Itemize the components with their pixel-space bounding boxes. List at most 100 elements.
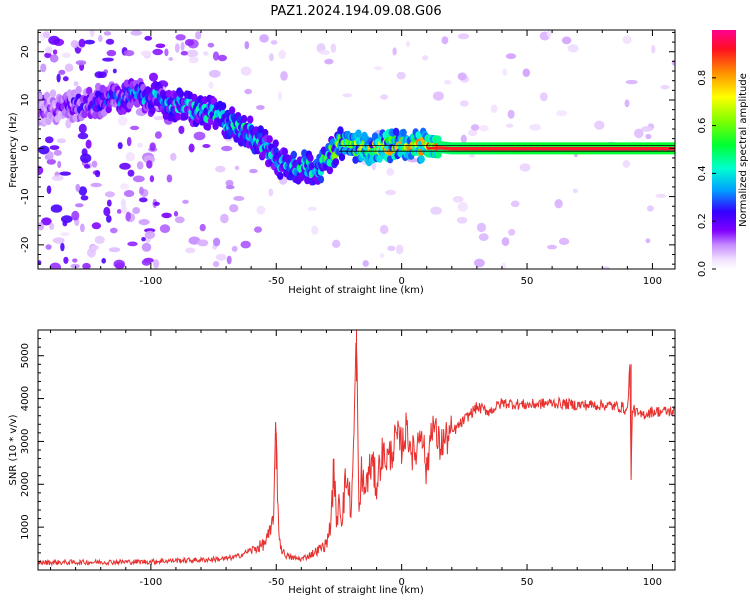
spectrogram-ridge-cell xyxy=(307,154,314,163)
spectrogram-noise-cell xyxy=(332,239,341,248)
spectrogram-noise-cell xyxy=(188,56,199,64)
y-tick-label: 1000 xyxy=(20,514,31,539)
spectrogram-noise-cell xyxy=(505,53,517,60)
spectrogram-noise-cell xyxy=(561,36,572,45)
spectrogram-ridge-cell xyxy=(92,111,99,120)
spectrogram-noise-cell xyxy=(457,33,470,40)
spectrogram-noise-cell xyxy=(155,43,166,49)
spectrogram-noise-cell xyxy=(40,63,47,73)
spectrogram-ridge-cell xyxy=(191,93,198,102)
spectrogram-noise-cell xyxy=(470,124,480,131)
spectrogram-ridge-cell xyxy=(317,175,325,184)
spectrogram-noise-cell xyxy=(106,215,112,223)
colorbar-bar xyxy=(712,30,736,269)
spectrogram-noise-cell xyxy=(75,203,84,208)
spectrogram-noise-cell xyxy=(244,88,253,95)
spectrogram-noise-cell xyxy=(270,40,278,45)
spectrogram-noise-cell xyxy=(70,40,79,49)
spectrogram-noise-cell xyxy=(108,247,121,253)
spectrogram-noise-cell xyxy=(44,52,52,59)
spectrogram-noise-cell xyxy=(645,133,652,140)
y-tick-label: 4000 xyxy=(20,386,31,411)
spectrogram-noise-cell xyxy=(125,211,131,222)
spectrogram-noise-cell xyxy=(474,258,485,268)
spectrogram-noise-cell xyxy=(126,136,132,147)
spectrogram-noise-cell xyxy=(112,68,117,74)
spectrogram-noise-cell xyxy=(459,100,469,107)
spectrogram-ridge-cell xyxy=(672,142,675,148)
spectrogram-noise-cell xyxy=(362,260,369,267)
spectrogram-noise-cell xyxy=(132,207,141,214)
spectrogram-noise-cell xyxy=(324,58,334,65)
y-tick-label: 5000 xyxy=(20,343,31,368)
spectrogram-noise-cell xyxy=(645,238,651,244)
spectrogram-noise-cell xyxy=(624,99,630,108)
spectrogram-noise-cell xyxy=(268,188,274,197)
spectrogram-xlabel: Height of straight line (km) xyxy=(288,285,424,296)
spectrogram-ridge-cell xyxy=(177,89,185,98)
figure-title: PAZ1.2024.194.09.08.G06 xyxy=(270,4,441,19)
spectrogram-noise-cell xyxy=(47,151,54,160)
spectrogram-noise-cell xyxy=(173,211,179,217)
spectrogram-noise-cell xyxy=(430,206,442,215)
spectrogram-noise-cell xyxy=(72,258,78,263)
spectrogram-noise-cell xyxy=(46,158,56,165)
spectrogram-ridge-cell xyxy=(392,127,400,136)
y-tick-label: 20 xyxy=(20,45,31,58)
spectrogram-noise-cell xyxy=(77,132,89,140)
spectrogram-noise-cell xyxy=(197,239,209,247)
spectrogram-noise-cell xyxy=(202,144,211,148)
spectrogram-noise-cell xyxy=(203,51,209,56)
spectrogram-noise-cell xyxy=(225,185,235,190)
spectrogram-noise-cell xyxy=(85,139,92,149)
spectrogram-noise-cell xyxy=(556,110,568,117)
spectrogram-noise-cell xyxy=(58,69,66,75)
spectrogram-noise-cell xyxy=(217,54,227,62)
spectrogram-noise-cell xyxy=(193,131,206,141)
spectrogram-noise-cell xyxy=(476,222,487,233)
spectrogram-noise-cell xyxy=(182,199,189,204)
spectrogram-noise-cell xyxy=(594,120,605,130)
spectrogram-noise-cell xyxy=(277,91,283,101)
spectrogram-noise-cell xyxy=(144,35,153,41)
spectrogram-noise-cell xyxy=(84,164,91,169)
spectrogram-noise-cell xyxy=(136,161,144,170)
x-tick-label: -100 xyxy=(140,276,163,287)
spectrogram-noise-cell xyxy=(87,247,96,258)
spectrogram-noise-cell xyxy=(651,44,656,54)
spectrogram-frame xyxy=(37,29,676,270)
spectrogram-noise-cell xyxy=(166,174,173,183)
spectrogram-noise-cell xyxy=(174,43,180,53)
spectrogram-noise-cell xyxy=(501,237,510,247)
spectrogram-ridge-cell xyxy=(38,92,43,101)
spectrogram-noise-cell xyxy=(143,155,155,164)
spectrogram-noise-cell xyxy=(234,165,240,170)
spectrogram-noise-cell xyxy=(153,259,160,269)
spectrogram-noise-cell xyxy=(104,191,115,198)
spectrogram-noise-cell xyxy=(432,91,444,101)
spectrogram-noise-cell xyxy=(62,220,68,227)
spectrogram-noise-cell xyxy=(278,50,287,59)
spectrogram-noise-cell xyxy=(141,259,151,266)
spectrogram-noise-cell xyxy=(655,193,667,198)
spectrogram-noise-cell xyxy=(396,71,406,80)
spectrogram-noise-cell xyxy=(84,39,95,45)
x-tick-label: 0 xyxy=(398,577,404,588)
spectrogram-noise-cell xyxy=(180,41,185,51)
spectrogram-noise-cell xyxy=(373,66,383,71)
spectrogram-noise-cell xyxy=(50,204,63,213)
spectrogram-noise-cell xyxy=(212,51,220,61)
spectrogram-noise-cell xyxy=(52,49,58,55)
spectrogram-noise-cell xyxy=(318,50,331,55)
colorbar-tick-label: 0.2 xyxy=(697,213,708,229)
spectrogram-noise-cell xyxy=(62,76,69,82)
spectrogram-ridge-cell xyxy=(338,153,346,162)
spectrogram-noise-cell xyxy=(153,201,160,206)
spectrogram-ridge-cell xyxy=(240,114,248,123)
spectrogram-noise-cell xyxy=(51,175,64,181)
spectrogram-noise-cell xyxy=(186,49,199,58)
spectrogram-noise-cell xyxy=(502,68,508,76)
spectrogram-noise-cell xyxy=(567,44,579,53)
